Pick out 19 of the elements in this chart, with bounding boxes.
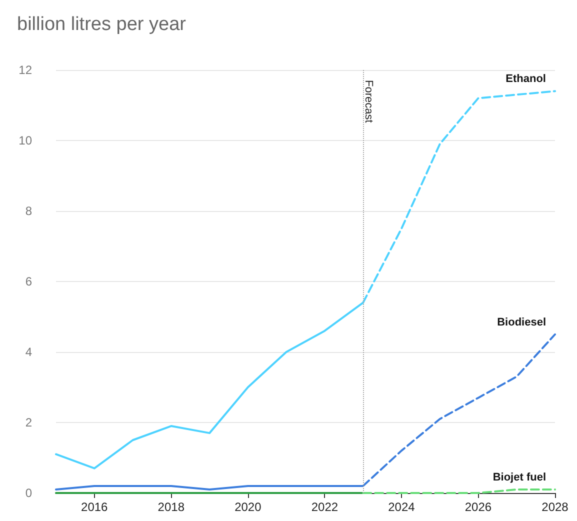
ref-line-label: Forecast	[362, 80, 375, 123]
chart-title: billion litres per year	[17, 14, 187, 35]
y-tick-label: 2	[25, 416, 32, 430]
y-tick-label: 0	[25, 486, 32, 500]
y-tick-label: 12	[18, 63, 32, 77]
series-label: Ethanol	[506, 73, 546, 86]
x-tick-label: 2026	[464, 500, 492, 514]
y-tick-label: 10	[18, 134, 32, 148]
y-tick-label: 8	[25, 204, 32, 218]
series-label: Biodiesel	[497, 316, 546, 328]
x-tick-label: 2016	[81, 500, 108, 514]
x-tick-label: 2022	[311, 500, 338, 514]
x-tick-label: 2020	[234, 500, 262, 514]
x-tick-label: 2024	[388, 500, 416, 514]
y-tick-label: 6	[25, 274, 32, 288]
x-tick-label: 2028	[542, 500, 569, 514]
series-label: Biojet fuel	[492, 471, 546, 484]
y-tick-label: 4	[25, 345, 32, 359]
x-tick-label: 2018	[158, 500, 185, 514]
